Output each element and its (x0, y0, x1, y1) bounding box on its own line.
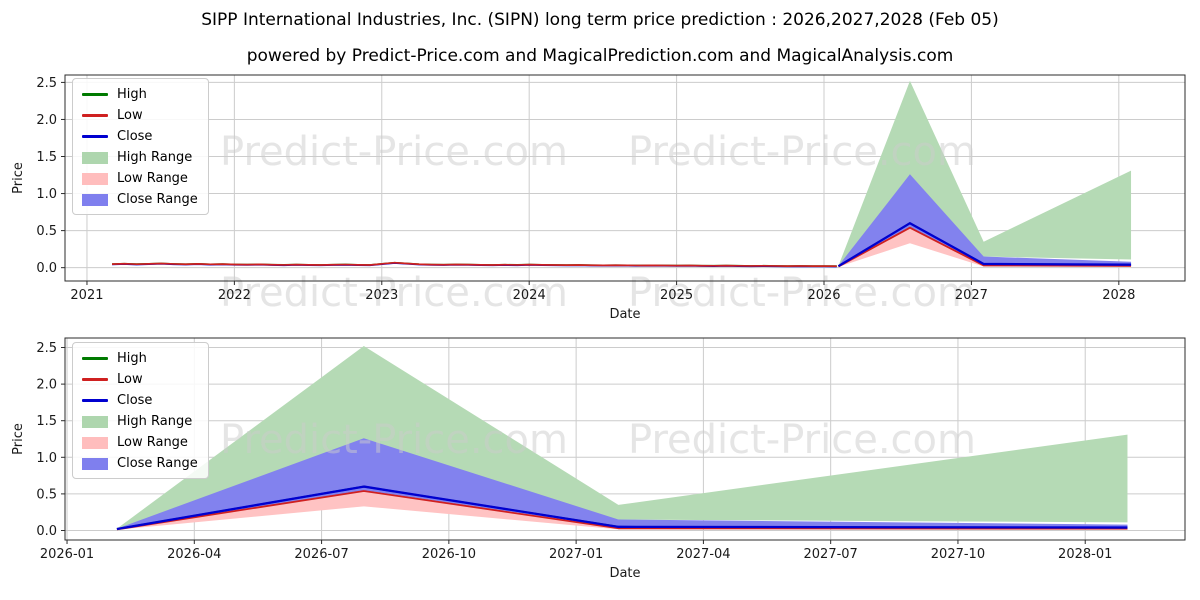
legend-item-low: Low (82, 107, 198, 124)
legend-fill-swatch (82, 151, 108, 164)
legend-line-swatch (82, 378, 108, 381)
x-axis-label: Date (609, 307, 640, 322)
legend-line-swatch (82, 399, 108, 402)
y-tick-label: 0.0 (36, 261, 57, 276)
y-tick-label: 2.0 (36, 113, 57, 128)
top-chart-legend: High Low Close High Range Low Range Close Ran… (72, 78, 209, 215)
forecast-close-line (837, 222, 1132, 268)
legend-item-low-range: Low Range (82, 170, 198, 187)
legend-label: Low (117, 108, 143, 123)
chart-title: SIPP International Industries, Inc. (SIP… (201, 10, 999, 30)
legend-label: High Range (117, 414, 193, 429)
legend-item-close: Close (82, 128, 198, 145)
x-tick-label: 2027 (955, 288, 988, 303)
legend-label: Close Range (117, 456, 198, 471)
y-tick-label: 1.5 (36, 414, 57, 429)
legend-label: Low (117, 372, 143, 387)
legend-fill-swatch (82, 193, 108, 206)
legend-label: High (117, 87, 147, 102)
y-tick-label: 2.5 (36, 341, 57, 356)
y-axis-label: Price (11, 162, 26, 194)
legend-label: High (117, 351, 147, 366)
legend-label: Close (117, 393, 153, 408)
forecast-low-line (838, 226, 1132, 268)
legend-line-swatch (82, 114, 108, 117)
legend-item-high-range: High Range (82, 413, 198, 430)
low-range-area (116, 490, 1128, 530)
x-tick-label: 2026-10 (422, 547, 476, 562)
x-tick-label: 2023 (365, 288, 398, 303)
low-range-area (838, 226, 1132, 267)
watermark-text: Predict-Price.com (220, 129, 568, 175)
legend-label: Low Range (117, 435, 188, 450)
y-tick-label: 0.5 (36, 487, 57, 502)
y-axis-label: Price (11, 423, 26, 455)
close-range-area (116, 438, 1128, 530)
legend-item-low-range: Low Range (82, 434, 198, 451)
legend-label: Close (117, 129, 153, 144)
x-axis-label: Date (609, 566, 640, 581)
y-tick-label: 2.5 (36, 76, 57, 91)
watermark-text: Predict-Price.com (220, 417, 568, 463)
plot-border (64, 74, 1186, 282)
legend-fill-swatch (82, 172, 108, 185)
x-tick-label: 2027-07 (804, 547, 858, 562)
legend-item-high: High (82, 86, 198, 103)
bottom-chart-legend: High Low Close High Range Low Range Close Ran… (72, 342, 209, 479)
y-tick-label: 1.5 (36, 150, 57, 165)
watermark-layer: Predict-Price.com Predict-Price.com Predic… (220, 129, 976, 463)
axes-layer: 2021 2022 2023 2024 2025 2026 2027 2028 0.0 0.5 1.… (11, 74, 1186, 581)
legend-label: High Range (117, 150, 193, 165)
legend-item-high-range: High Range (82, 149, 198, 166)
x-tick-label: 2022 (218, 288, 251, 303)
legend-line-swatch (82, 357, 108, 360)
y-tick-label: 2.0 (36, 378, 57, 393)
watermark-text: Predict-Price.com (628, 417, 976, 463)
legend-item-low: Low (82, 371, 198, 388)
legend-label: Close Range (117, 192, 198, 207)
legend-item-close: Close (82, 392, 198, 409)
plot-border (64, 337, 1186, 541)
x-tick-label: 2021 (70, 288, 103, 303)
legend-item-close-range: Close Range (82, 455, 198, 472)
watermark-text: Predict-Price.com (628, 270, 976, 316)
x-tick-label: 2027-01 (549, 547, 603, 562)
legend-item-close-range: Close Range (82, 191, 198, 208)
legend-line-swatch (82, 93, 108, 96)
legend-item-high: High (82, 350, 198, 367)
history-low-line (111, 261, 837, 268)
x-tick-label: 2026-01 (40, 547, 94, 562)
y-tick-label: 1.0 (36, 187, 57, 202)
y-tick-label: 1.0 (36, 451, 57, 466)
x-tick-label: 2027-04 (676, 547, 730, 562)
x-tick-label: 2026-07 (294, 547, 348, 562)
legend-line-swatch (82, 135, 108, 138)
y-tick-label: 0.5 (36, 224, 57, 239)
x-tick-label: 2025 (660, 288, 693, 303)
chart-subtitle: powered by Predict-Price.com and Magical… (246, 46, 954, 66)
x-tick-label: 2028-01 (1058, 547, 1112, 562)
y-tick-label: 0.0 (36, 524, 57, 539)
x-tick-label: 2027-10 (931, 547, 985, 562)
x-tick-label: 2024 (513, 288, 546, 303)
watermark-text: Predict-Price.com (628, 129, 976, 175)
forecast-close-line (116, 485, 1128, 531)
x-tick-label: 2026-04 (167, 547, 221, 562)
legend-label: Low Range (117, 171, 188, 186)
legend-fill-swatch (82, 415, 108, 428)
legend-fill-swatch (82, 457, 108, 470)
watermark-text: Predict-Price.com (220, 270, 568, 316)
x-tick-label: 2028 (1102, 288, 1135, 303)
legend-fill-swatch (82, 436, 108, 449)
x-tick-label: 2026 (807, 288, 840, 303)
forecast-low-line (116, 490, 1128, 531)
close-range-area (838, 174, 1132, 267)
